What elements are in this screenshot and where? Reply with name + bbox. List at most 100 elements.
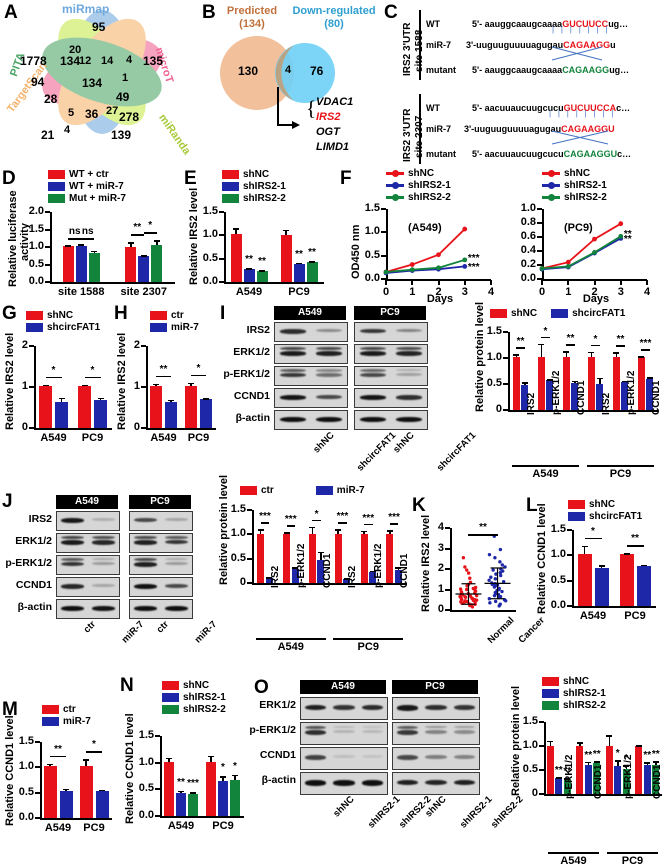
blot-band: [165, 562, 188, 565]
venn-count: 95: [92, 20, 105, 34]
seq-prefix: 5'- aacuuaucuugcucu: [472, 149, 564, 159]
y-axis: [146, 346, 148, 428]
significance-marker: ***: [632, 338, 660, 349]
venn-count: 278: [119, 110, 139, 124]
x-category-label: p-ERK1/2: [626, 371, 637, 415]
y-tick: [219, 258, 224, 260]
blot-band: [134, 562, 157, 567]
bar: [165, 402, 177, 428]
bar: [218, 781, 228, 816]
x-axis: [224, 282, 324, 284]
blot-band: [360, 373, 387, 377]
error-cap: [644, 762, 650, 764]
bar: [125, 247, 136, 282]
blot-band: [360, 347, 387, 350]
legend-label: shNC: [243, 169, 269, 180]
y-tick: [141, 345, 146, 347]
bar: [307, 262, 318, 282]
y-axis: [572, 530, 574, 606]
panel-k-ylabel: Relative IRS2 level: [420, 515, 432, 612]
blot-box: [56, 533, 120, 553]
blot-box: [354, 366, 428, 386]
legend-swatch: [26, 311, 43, 320]
legend-item: WT + ctr: [48, 169, 126, 180]
sig-bar: [390, 523, 399, 525]
error-cap: [585, 762, 591, 764]
blot-lane-label: ctr: [82, 619, 98, 635]
blot-band: [396, 395, 423, 399]
blot-band: [280, 347, 307, 350]
legend-label: ctr: [63, 704, 76, 715]
legend-label: shIRS2-2: [564, 192, 607, 203]
legend-item: shNC: [162, 680, 226, 691]
bar: [78, 386, 91, 428]
panel-f-label: F: [340, 169, 352, 188]
y-tick: [35, 741, 40, 743]
venn2-right-count: 76: [310, 64, 323, 78]
bar: [164, 762, 174, 816]
x-category-label: p-ERK1/2: [373, 544, 384, 588]
error-cap: [91, 251, 97, 253]
blot-band: [360, 329, 387, 333]
y-tick: [247, 582, 252, 584]
blot-box: [300, 697, 388, 720]
legend-item: shIRS2-2: [222, 193, 286, 204]
y-tick: [29, 345, 34, 347]
venn-count: 4: [126, 54, 132, 66]
sig-bar: [50, 756, 66, 758]
seq-row-name: WT: [426, 103, 472, 113]
bar: [294, 264, 305, 282]
blot-lane-label: shIRS2-1: [366, 794, 403, 831]
blot-band: [316, 351, 343, 356]
venn2-overlap-count: 4: [285, 64, 291, 76]
legend-label: miR-7: [337, 485, 365, 496]
blot-band: [425, 705, 446, 710]
legend-label: shIRS2-2: [183, 704, 226, 715]
blot-band: [92, 536, 115, 539]
blot-lane-label: miR-7: [120, 619, 146, 645]
error-cap: [653, 761, 659, 763]
legend-label: miR-7: [63, 716, 91, 727]
blot-band: [61, 584, 84, 588]
bar: [386, 534, 393, 583]
error-cap: [59, 398, 65, 400]
seq-suffix: u: [610, 40, 616, 50]
bar: [578, 554, 592, 606]
brace-icon: {: [306, 96, 316, 121]
blot-lane-label: ctr: [155, 619, 171, 635]
gene-item-highlight: IRS2: [316, 111, 340, 123]
y-tick: [219, 281, 224, 283]
bar: [595, 568, 609, 606]
error-cap: [563, 351, 569, 353]
legend-label: ctr: [171, 310, 184, 321]
bar: [44, 766, 57, 818]
significance-marker: ***: [380, 512, 408, 523]
blot-protein-name: β-actin: [248, 774, 296, 786]
blot-lane-label: miR-7: [193, 619, 219, 645]
blot-band: [134, 558, 157, 561]
venn-count: 36: [85, 107, 98, 121]
legend-item: shNC: [568, 499, 642, 510]
blot-band: [165, 536, 188, 539]
error-cap: [43, 385, 49, 387]
venn-count: 14: [101, 55, 113, 67]
pairing-bars-icon: | | | | | | | |: [549, 109, 616, 118]
legend-swatch: [48, 194, 65, 203]
error-cap: [606, 735, 612, 737]
error-cap: [522, 382, 528, 384]
legend-label: WT + ctr: [69, 169, 109, 180]
blot-lane-label: shIRS2-2: [489, 794, 526, 831]
legend-item: shNC: [26, 310, 100, 321]
x-category-label: site 1588: [50, 286, 113, 298]
panel-f: F shNC shIRS2-1 shIRS2-2 shNC shIRS2-1 s…: [330, 167, 667, 305]
significance-marker: **: [44, 744, 72, 755]
blot-box: [56, 511, 120, 531]
y-tick-label: 1.0: [502, 202, 536, 214]
blot-band: [454, 755, 475, 759]
blot-band: [280, 373, 307, 377]
venn2-left-count: 130: [238, 64, 258, 78]
